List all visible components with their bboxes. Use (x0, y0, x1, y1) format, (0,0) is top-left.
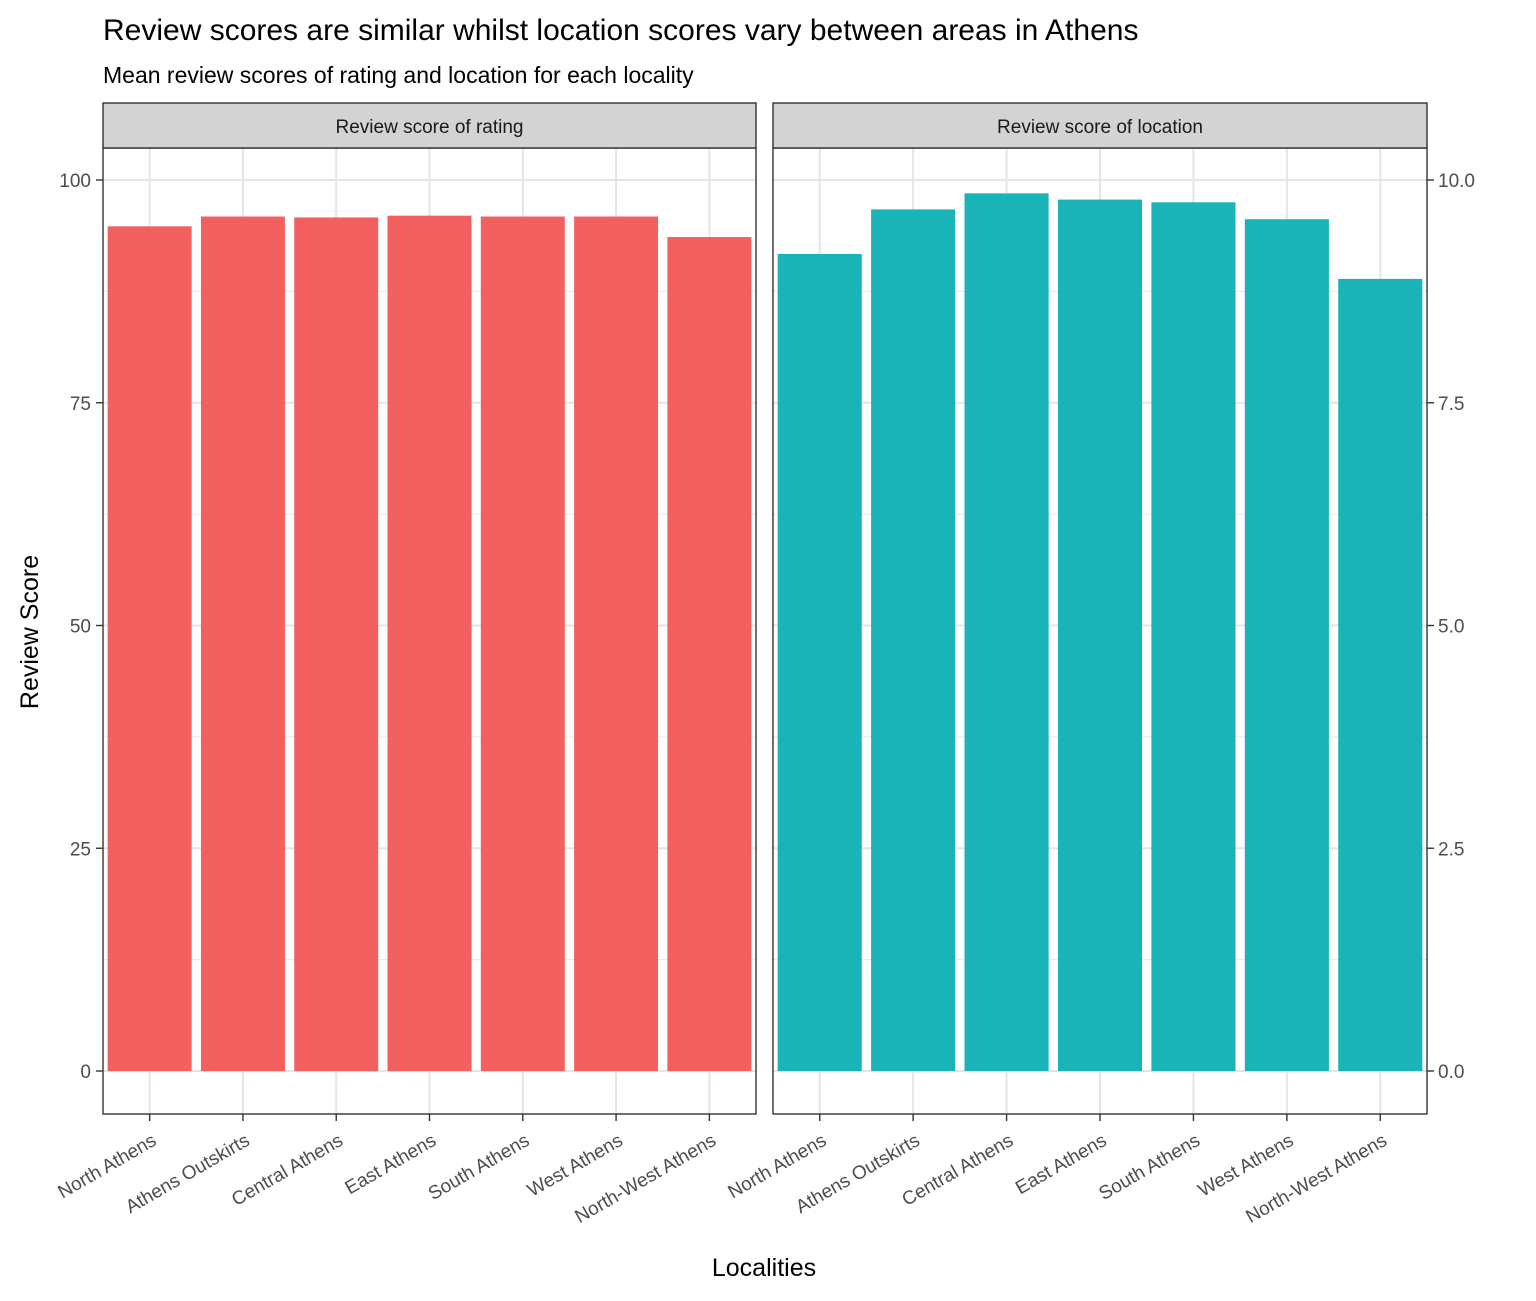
bar-north-athens (777, 253, 862, 1071)
bar-central-athens (294, 217, 379, 1071)
bar-north-athens (107, 226, 192, 1071)
bar-north-west-athens (667, 237, 752, 1072)
bar-east-athens (1057, 199, 1143, 1072)
y-tick-label: 2.5 (1438, 839, 1464, 860)
bar-north-west-athens (1338, 278, 1423, 1071)
y-tick-label: 5.0 (1438, 617, 1464, 638)
y-tick-label: 100 (59, 171, 91, 192)
facet-strip-label: Review score of rating (336, 117, 524, 138)
x-tick-label: South Athens (1096, 1130, 1204, 1205)
facet-strip-label: Review score of location (997, 117, 1203, 138)
bar-west-athens (1244, 219, 1329, 1072)
x-tick-label: South Athens (425, 1130, 533, 1205)
bar-south-athens (1151, 202, 1236, 1071)
x-axis-label: Localities (712, 1254, 816, 1282)
y-axis-label: Review Score (16, 555, 44, 709)
y-tick-label: 75 (70, 394, 91, 415)
y-tick-label: 7.5 (1438, 394, 1464, 415)
bar-athens-outskirts (871, 209, 956, 1071)
bar-athens-outskirts (200, 216, 285, 1071)
y-tick-label: 10.0 (1438, 171, 1475, 192)
y-tick-label: 0 (80, 1062, 91, 1083)
facet-strip (772, 102, 1428, 149)
chart-subtitle: Mean review scores of rating and locatio… (103, 62, 694, 88)
y-tick-label: 25 (70, 839, 91, 860)
bar-east-athens (387, 215, 472, 1071)
bar-central-athens (964, 193, 1049, 1072)
bar-south-athens (480, 216, 565, 1071)
y-tick-label: 50 (70, 617, 91, 638)
bar-west-athens (574, 216, 659, 1071)
facet-panel-2: Review score of location 0.0 2.5 5.0 7.5 10.0… (725, 102, 1475, 1228)
chart-title: Review scores are similar whilst locatio… (103, 14, 1138, 47)
y-tick-label: 0.0 (1438, 1062, 1464, 1083)
facet-strip (102, 102, 757, 149)
